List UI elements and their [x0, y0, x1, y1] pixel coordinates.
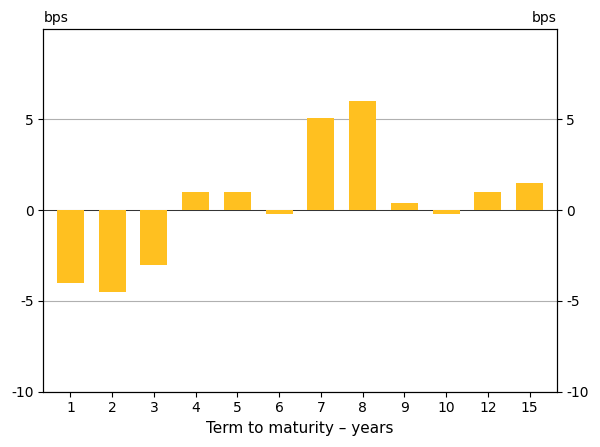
Bar	[516, 183, 543, 210]
Bar	[391, 203, 418, 210]
Bar	[307, 118, 334, 210]
Bar	[349, 101, 376, 210]
Bar	[57, 210, 84, 283]
Bar	[182, 192, 209, 210]
Bar	[433, 210, 460, 214]
Text: bps: bps	[532, 11, 557, 25]
Bar	[224, 192, 251, 210]
Text: bps: bps	[43, 11, 68, 25]
Bar	[140, 210, 167, 265]
X-axis label: Term to maturity – years: Term to maturity – years	[206, 421, 394, 436]
Bar	[98, 210, 126, 292]
Bar	[474, 192, 502, 210]
Bar	[266, 210, 293, 214]
